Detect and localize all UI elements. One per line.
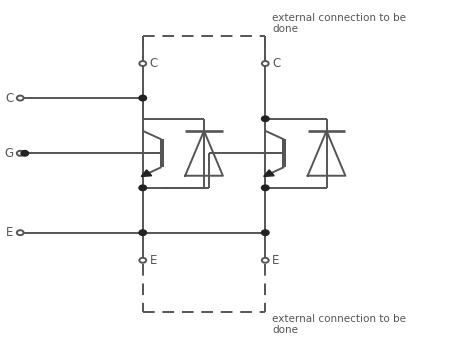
Text: E: E — [150, 254, 157, 267]
Text: E: E — [6, 226, 13, 239]
Text: E: E — [273, 254, 280, 267]
Text: C: C — [150, 57, 158, 70]
Circle shape — [262, 116, 269, 121]
Circle shape — [17, 230, 24, 235]
Circle shape — [262, 61, 269, 66]
Text: G: G — [4, 147, 13, 160]
Circle shape — [262, 230, 269, 236]
Circle shape — [262, 258, 269, 263]
Circle shape — [17, 96, 24, 101]
Circle shape — [139, 95, 146, 101]
Circle shape — [17, 151, 24, 156]
Circle shape — [139, 258, 146, 263]
Circle shape — [139, 185, 146, 191]
Polygon shape — [264, 170, 274, 176]
Text: C: C — [5, 92, 13, 104]
Circle shape — [21, 151, 28, 156]
Text: external connection to be
done: external connection to be done — [273, 314, 406, 335]
Polygon shape — [141, 170, 152, 176]
Circle shape — [139, 61, 146, 66]
Text: C: C — [273, 57, 281, 70]
Text: external connection to be
done: external connection to be done — [273, 13, 406, 34]
Circle shape — [262, 185, 269, 191]
Circle shape — [139, 230, 146, 236]
